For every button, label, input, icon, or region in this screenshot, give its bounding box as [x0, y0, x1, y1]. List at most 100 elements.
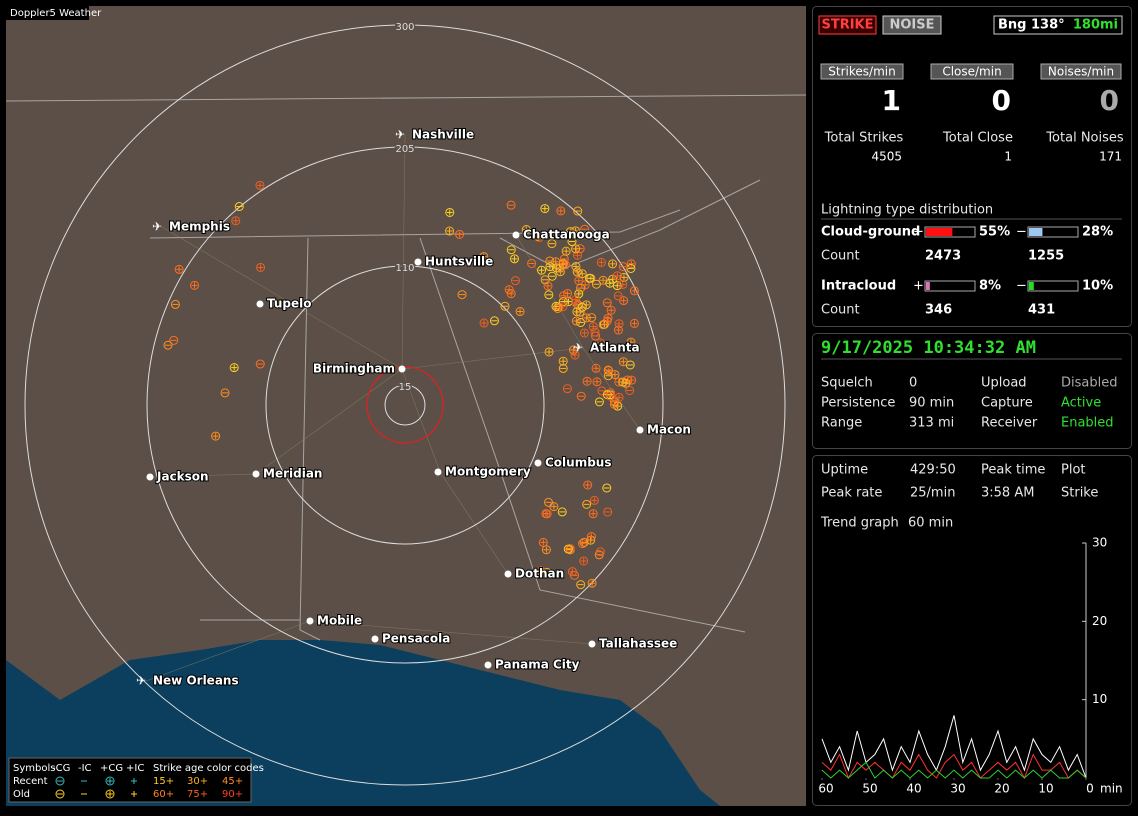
state-value: Disabled	[1061, 376, 1117, 391]
mode-button-label[interactable]: NOISE	[889, 18, 934, 33]
strike-ring	[568, 345, 578, 355]
city-label: Meridian	[263, 467, 322, 481]
strike	[603, 371, 613, 381]
strike	[618, 357, 628, 367]
strike-ring	[567, 237, 577, 247]
strike-sign	[615, 327, 622, 334]
city-label: Jackson	[156, 470, 209, 484]
legend-age: 30+	[187, 776, 208, 787]
strike-sign	[608, 307, 615, 314]
strike	[619, 272, 629, 282]
strike	[457, 290, 467, 300]
strike-sign	[584, 482, 591, 489]
strike-sign	[593, 365, 600, 372]
city-dot	[504, 570, 512, 578]
strike-ring	[618, 279, 628, 289]
strike-sign	[611, 371, 618, 378]
city-dot	[306, 617, 314, 625]
total-label: Total Strikes	[824, 131, 904, 146]
strike-ring	[576, 283, 586, 293]
strike	[231, 216, 241, 226]
mode-button[interactable]	[818, 15, 877, 35]
bearing: Bng 138°	[998, 18, 1065, 33]
strike-sign	[256, 182, 263, 189]
strike-sign	[563, 248, 570, 255]
trend-label: Plot	[1061, 463, 1086, 478]
map-title-bg	[6, 6, 89, 20]
strike	[544, 497, 554, 507]
strike	[557, 507, 567, 517]
strike	[579, 537, 589, 547]
strike	[603, 507, 613, 517]
setting-value: 0	[909, 376, 917, 391]
strike-ring	[571, 244, 581, 254]
airport-icon: ✈	[152, 220, 162, 234]
strike-ring	[558, 302, 568, 312]
ring-label: 205	[395, 144, 414, 155]
legend-age-title: Strike age color codes	[153, 763, 264, 774]
strike-sign	[538, 267, 545, 274]
strike-sign	[572, 245, 579, 252]
strike-ring	[549, 502, 559, 512]
strike-ring	[582, 376, 592, 386]
strike	[500, 301, 510, 311]
strike-ring	[596, 257, 606, 267]
strike-sign	[565, 298, 572, 305]
strike-ring	[618, 262, 628, 272]
strike	[626, 337, 636, 347]
strike-sign	[583, 301, 590, 308]
strike	[506, 289, 516, 299]
city-dot	[414, 258, 422, 266]
strike-sign	[538, 567, 545, 574]
strike	[556, 206, 566, 216]
city-label: Panama City	[495, 658, 580, 672]
strike-ring	[479, 252, 489, 262]
strike	[603, 365, 613, 375]
legend-sym-sign	[131, 791, 137, 797]
strike-ring	[509, 254, 519, 264]
strike-ring	[445, 226, 455, 236]
strike	[521, 225, 531, 235]
strike-ring	[255, 180, 265, 190]
mode-button-label[interactable]: STRIKE	[821, 18, 873, 33]
strike-ring	[563, 288, 573, 298]
strike-ring	[603, 507, 613, 517]
strike	[587, 578, 597, 588]
strike-ring	[457, 290, 467, 300]
strike-ring	[578, 539, 588, 549]
strike	[544, 347, 554, 357]
strike-ring	[618, 357, 628, 367]
strike-sign	[572, 296, 579, 303]
strike-ring	[479, 318, 489, 328]
ring-label: 15	[399, 382, 412, 393]
strike-ring	[506, 245, 516, 255]
strike-ring	[580, 280, 590, 290]
strike-ring	[545, 262, 555, 272]
city-label: Columbus	[545, 456, 612, 470]
trend-label: Uptime	[821, 463, 868, 478]
strike-ring	[557, 507, 567, 517]
strike-ring	[561, 230, 571, 240]
dist-count: 346	[925, 303, 952, 318]
strike-sign	[572, 227, 579, 234]
strike-ring	[558, 356, 568, 366]
strike	[614, 392, 624, 402]
x-tick-label: 20	[994, 782, 1009, 796]
strike-sign	[620, 297, 627, 304]
strike-sign	[569, 568, 576, 575]
strike	[594, 397, 604, 407]
legend-age: 60+	[153, 789, 174, 800]
strike-ring	[489, 316, 499, 326]
city-dot	[636, 426, 644, 434]
legend-type: +CG	[100, 763, 123, 774]
strike-sign	[584, 378, 591, 385]
range-ring	[265, 265, 545, 545]
strike-ring	[563, 544, 573, 554]
total-value: 171	[1099, 150, 1122, 164]
mode-button[interactable]	[882, 15, 942, 35]
dist-bar-bg	[1027, 280, 1079, 292]
strike	[586, 532, 596, 542]
strike	[626, 259, 636, 269]
rate-label-bg	[930, 63, 1014, 80]
